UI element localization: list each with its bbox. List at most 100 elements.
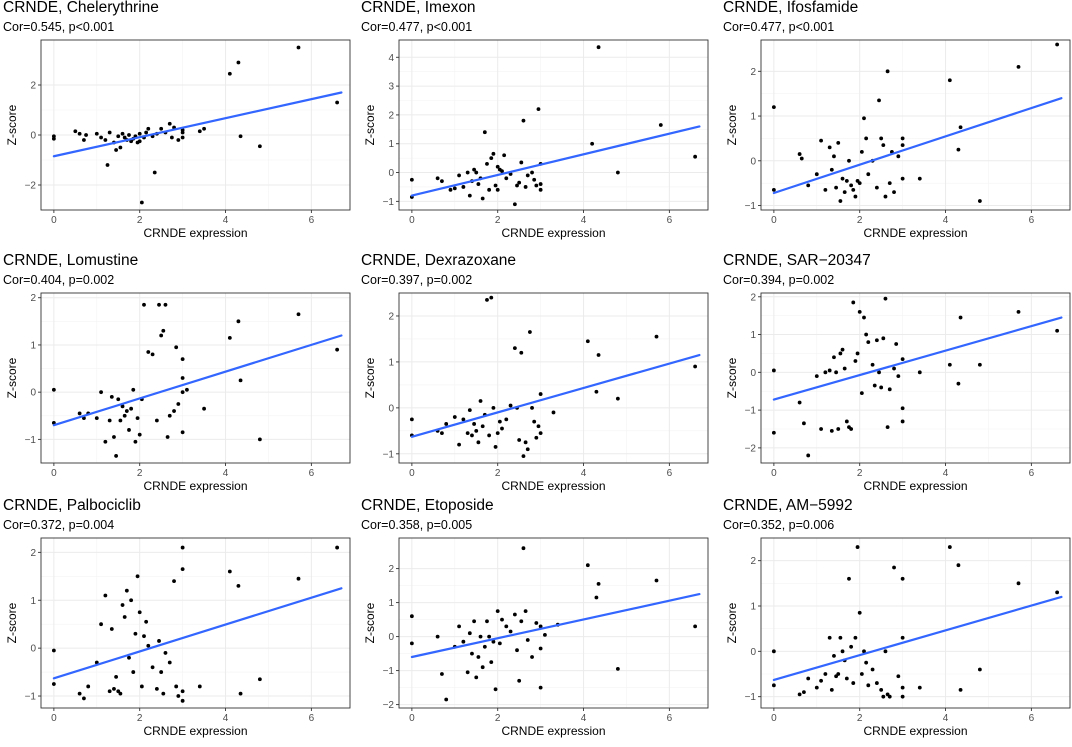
- data-point: [137, 610, 142, 615]
- data-point: [467, 631, 472, 636]
- data-point: [227, 569, 232, 574]
- data-point: [900, 419, 905, 424]
- data-point: [693, 364, 698, 369]
- data-point: [51, 136, 56, 141]
- y-tick-label: 1: [388, 139, 394, 150]
- data-point: [551, 410, 556, 415]
- panel-title: CRNDE, Chelerythrine: [3, 0, 159, 16]
- data-point: [452, 415, 457, 419]
- regression-line: [410, 592, 701, 659]
- data-point: [977, 362, 982, 367]
- y-tick-label: 0: [750, 156, 756, 167]
- x-axis-title: CRNDE expression: [143, 479, 247, 493]
- data-point: [51, 648, 56, 653]
- data-point: [864, 136, 869, 141]
- data-point: [538, 431, 543, 436]
- x-tick-label: 0: [51, 713, 57, 724]
- data-point: [122, 615, 127, 619]
- x-tick-label: 2: [137, 215, 143, 226]
- data-point: [834, 370, 839, 375]
- data-point: [855, 545, 860, 549]
- data-point: [525, 638, 530, 642]
- data-point: [497, 419, 502, 424]
- data-point: [771, 430, 776, 435]
- data-point: [585, 563, 590, 568]
- data-point: [874, 681, 879, 685]
- x-tick-label: 0: [51, 215, 57, 226]
- data-point: [956, 381, 961, 386]
- data-point: [523, 185, 528, 189]
- data-point: [476, 182, 481, 186]
- data-point: [480, 196, 485, 201]
- data-point: [958, 125, 963, 130]
- data-point: [819, 138, 823, 143]
- data-point: [476, 440, 481, 445]
- data-point: [829, 428, 834, 433]
- data-point: [135, 574, 140, 579]
- data-point: [521, 118, 526, 123]
- x-axis-title: CRNDE expression: [863, 479, 967, 493]
- data-point: [527, 330, 532, 334]
- data-point: [585, 339, 590, 344]
- data-point: [797, 152, 802, 156]
- data-point: [133, 439, 138, 444]
- data-point: [457, 442, 461, 447]
- data-point: [131, 670, 136, 674]
- y-tick-label: 2: [750, 292, 756, 303]
- x-tick-label: 4: [943, 713, 949, 724]
- data-point: [523, 609, 528, 613]
- y-axis-title: Z-score: [363, 357, 377, 398]
- data-point: [180, 430, 185, 435]
- data-point: [859, 149, 864, 154]
- data-point: [947, 78, 952, 83]
- data-point: [853, 359, 858, 363]
- data-point: [771, 105, 776, 110]
- data-point: [885, 425, 890, 430]
- data-point: [859, 672, 864, 676]
- data-point: [838, 635, 843, 640]
- data-point: [470, 433, 474, 438]
- data-point: [491, 405, 496, 410]
- x-tick-label: 2: [857, 215, 863, 226]
- scatter-panel: CRNDE, Imexon Cor=0.477, p<0.001 0 2 4 6 −1 0 1 2…: [361, 0, 718, 249]
- data-point: [947, 362, 952, 367]
- data-point: [874, 338, 879, 343]
- data-point: [857, 181, 862, 186]
- data-point: [596, 45, 601, 50]
- data-point: [862, 649, 866, 654]
- data-point: [120, 404, 125, 409]
- data-point: [836, 672, 841, 676]
- y-axis-title: Z-score: [725, 602, 739, 643]
- y-tick-label: −2: [25, 181, 37, 192]
- data-point: [124, 588, 129, 593]
- data-point: [594, 595, 599, 600]
- y-tick-label: −1: [745, 201, 757, 212]
- regression-line: [52, 334, 343, 427]
- scatter-panel: CRNDE, SAR−20347 Cor=0.394, p=0.002 0 2 4 6 −2…: [723, 252, 1072, 502]
- data-point: [896, 674, 901, 679]
- data-point: [472, 167, 477, 172]
- data-point: [866, 683, 871, 688]
- data-point: [806, 453, 811, 458]
- x-axis-title: CRNDE expression: [143, 724, 247, 738]
- data-point: [174, 684, 179, 689]
- panel-title: CRNDE, Imexon: [361, 0, 476, 16]
- x-tick-label: 4: [581, 713, 587, 724]
- data-point: [866, 340, 871, 345]
- data-point: [135, 416, 140, 421]
- y-tick-label: 2: [388, 311, 394, 322]
- data-point: [470, 651, 474, 656]
- data-point: [823, 187, 828, 192]
- data-point: [159, 126, 164, 131]
- data-point: [504, 176, 509, 181]
- data-point: [853, 635, 858, 640]
- data-point: [693, 624, 698, 629]
- data-point: [534, 435, 539, 440]
- data-point: [493, 687, 498, 692]
- data-point: [236, 60, 241, 65]
- data-point: [823, 370, 828, 375]
- data-point: [883, 649, 888, 654]
- scatter-panel: CRNDE, Chelerythrine Cor=0.545, p<0.001 0 2…: [3, 0, 360, 249]
